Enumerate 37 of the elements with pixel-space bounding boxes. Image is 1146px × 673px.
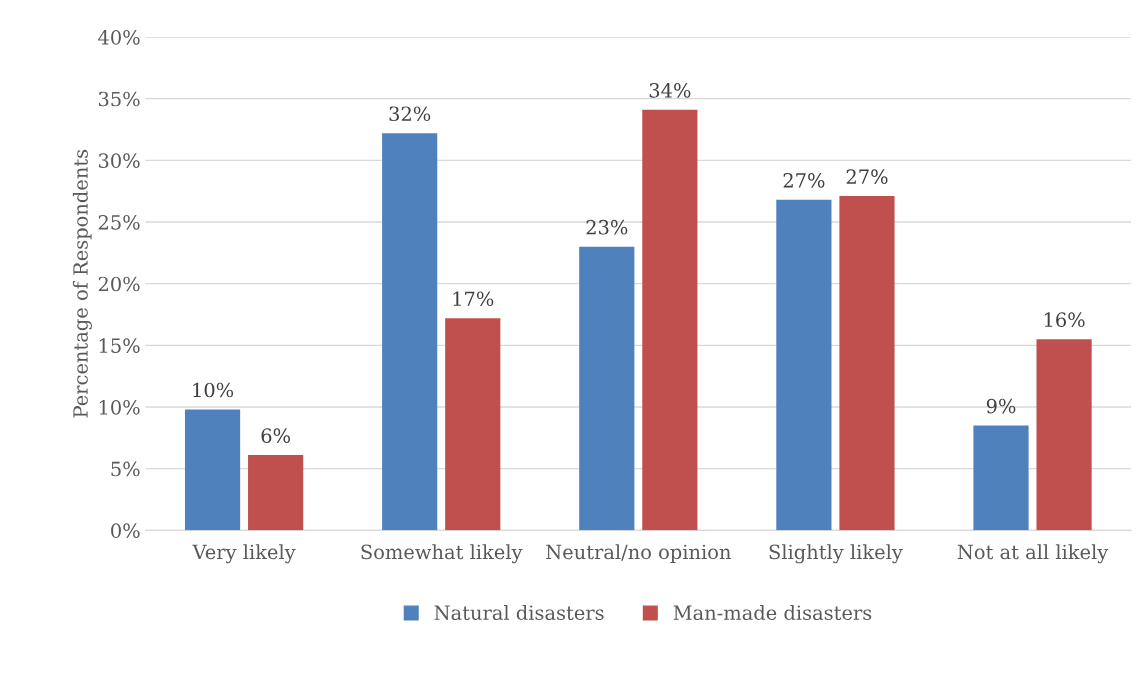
- bar: [839, 196, 895, 531]
- bar: [1036, 339, 1092, 531]
- y-tick-label: 30%: [98, 153, 140, 169]
- bar: [248, 455, 304, 531]
- y-tick-label: 10%: [99, 399, 140, 415]
- y-tick-label: 20%: [98, 276, 140, 292]
- data-label: 23%: [586, 219, 628, 235]
- bar: [642, 109, 698, 531]
- bar: [579, 246, 635, 531]
- x-tick-label: Somewhat likely: [361, 544, 523, 564]
- x-tick-label: Neutral/no opinion: [546, 544, 731, 564]
- data-label: 32%: [389, 106, 431, 122]
- data-label: 17%: [453, 291, 494, 307]
- legend-label: Natural disasters: [434, 605, 604, 621]
- y-tick-label: 5%: [111, 461, 140, 477]
- y-tick-label: 25%: [98, 214, 140, 230]
- data-label: 9%: [986, 398, 1016, 414]
- bar: [382, 133, 438, 531]
- data-label: 34%: [649, 82, 691, 98]
- bar: [445, 318, 501, 531]
- bar: [776, 199, 832, 531]
- data-label: 27%: [846, 169, 888, 185]
- x-tick-label: Not at all likely: [957, 544, 1109, 564]
- y-tick-label: 15%: [99, 338, 140, 353]
- y-tick-label: 40%: [98, 29, 140, 45]
- y-axis-title: Percentage of Respondents: [72, 149, 92, 418]
- legend-label: Man-made disasters: [673, 605, 872, 621]
- data-label: 10%: [193, 382, 234, 398]
- bar: [184, 409, 241, 531]
- data-label: 27%: [783, 173, 825, 188]
- data-label: 16%: [1044, 312, 1085, 328]
- x-tick-label: Slightly likely: [769, 544, 903, 564]
- y-tick-label: 35%: [98, 91, 140, 107]
- x-tick-label: Very likely: [192, 544, 296, 564]
- data-label: 6%: [261, 428, 290, 443]
- y-tick-label: 0%: [111, 523, 140, 538]
- bar: [973, 425, 1029, 531]
